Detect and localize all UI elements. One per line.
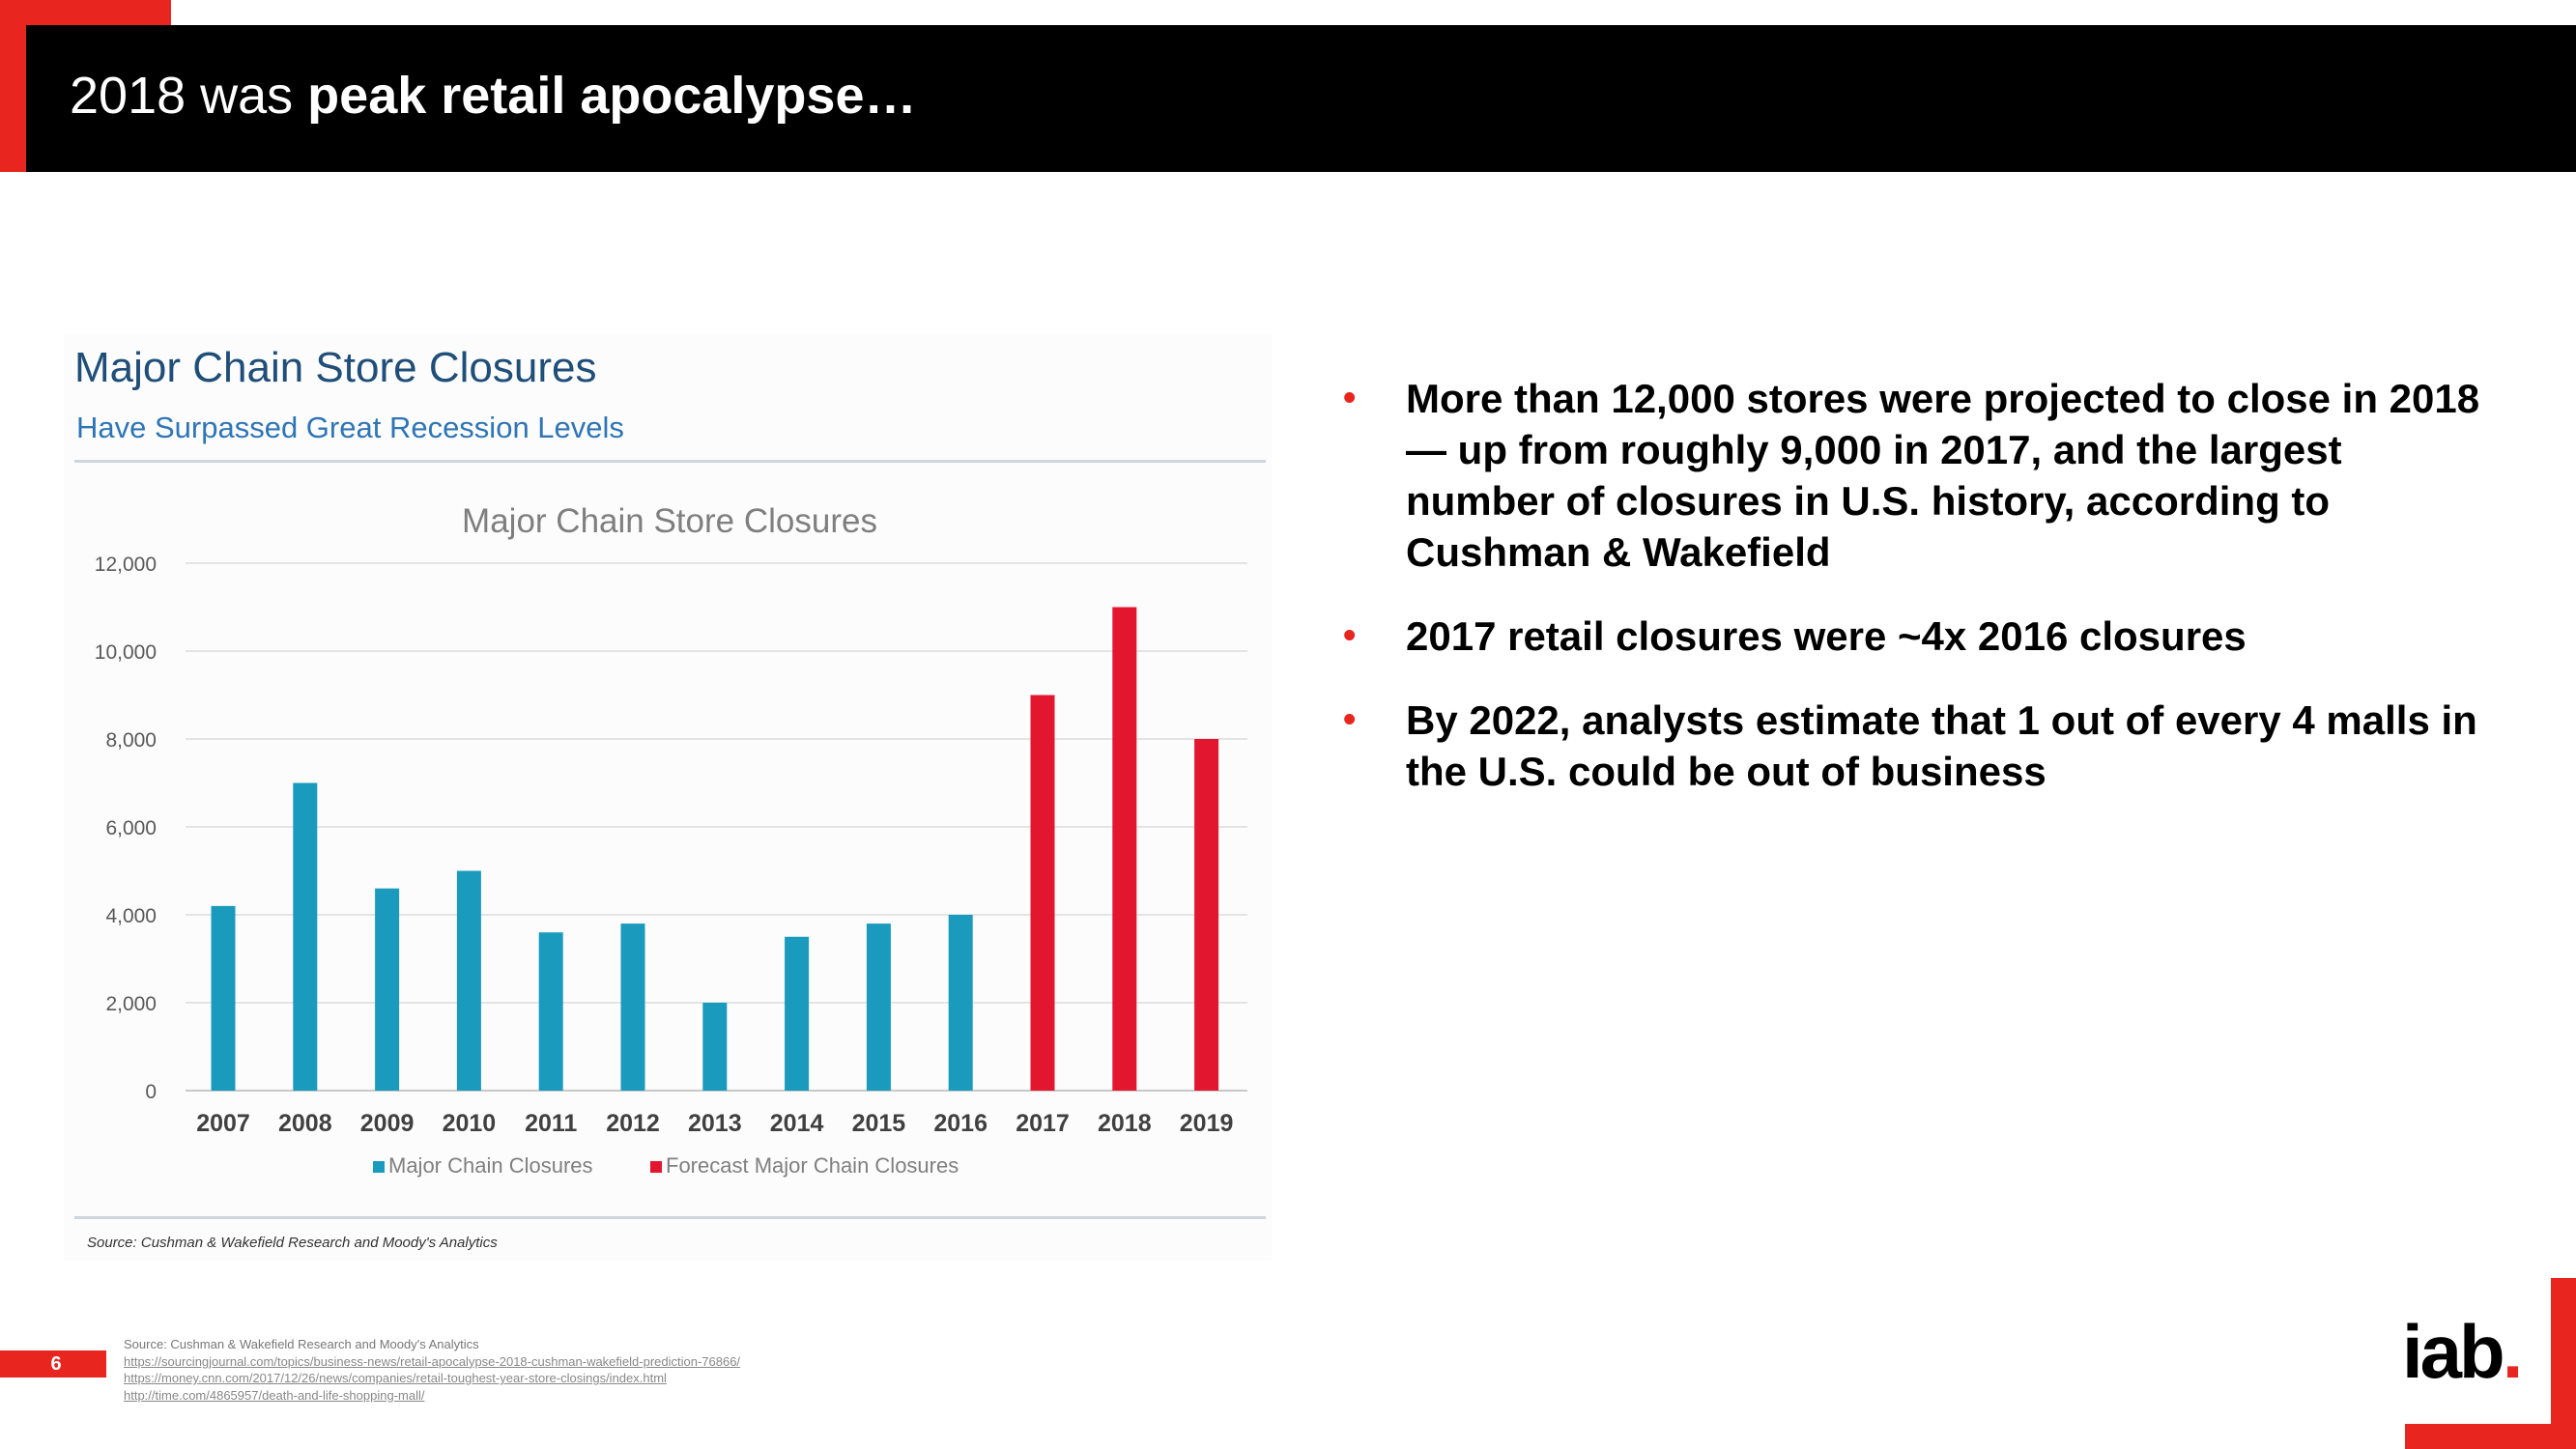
y-tick-label: 4,000 — [105, 905, 157, 927]
bar — [866, 923, 891, 1091]
bar — [785, 936, 810, 1091]
bullet-marker: • — [1343, 378, 1357, 418]
chart-divider-top — [74, 460, 1266, 463]
iab-logo: iab. — [2402, 1314, 2523, 1389]
bar — [620, 923, 645, 1091]
chart-labels: 0 2,000 4,000 6,000 8,000 10,000 12,000 2007 200… — [95, 554, 1234, 1137]
footer-source-label: Source: Cushman & Wakefield Research and… — [124, 1337, 479, 1351]
y-tick-label: 2,000 — [105, 993, 157, 1015]
page-number: 6 — [50, 1353, 62, 1375]
bar — [702, 1003, 728, 1091]
bar — [456, 870, 481, 1091]
legend-label: Forecast Major Chain Closures — [666, 1153, 959, 1178]
chart-panel — [64, 333, 1272, 1261]
bullet-item: • By 2022, analysts estimate that 1 out o… — [1343, 695, 2493, 797]
bar — [538, 932, 563, 1091]
y-tick-label: 6,000 — [105, 817, 157, 839]
x-tick-label: 2007 — [196, 1110, 250, 1137]
bullet-item: • More than 12,000 stores were projected … — [1343, 373, 2493, 578]
logo-dot: . — [2502, 1309, 2524, 1394]
x-tick-label: 2017 — [1016, 1110, 1070, 1137]
bar — [293, 782, 318, 1091]
x-tick-label: 2019 — [1180, 1110, 1234, 1137]
source-link[interactable]: https://money.cnn.com/2017/12/26/news/co… — [124, 1371, 667, 1385]
bar — [211, 905, 236, 1091]
bullet-marker: • — [1343, 699, 1357, 740]
title-accent-top — [0, 0, 171, 25]
slide-title-bold: peak retail apocalypse… — [307, 67, 917, 125]
y-tick-label: 0 — [145, 1081, 157, 1103]
source-link[interactable]: http://time.com/4865957/death-and-life-s… — [124, 1387, 425, 1403]
bar — [1112, 607, 1137, 1091]
x-tick-label: 2014 — [770, 1110, 824, 1137]
chart-divider-bottom — [74, 1216, 1266, 1219]
chart-title: Major Chain Store Closures — [462, 502, 877, 540]
legend-label: Major Chain Closures — [388, 1153, 593, 1178]
slide-title: 2018 was peak retail apocalypse… — [70, 67, 917, 125]
page-number-tab — [0, 1350, 106, 1378]
bullet-item: • 2017 retail closures were ~4x 2016 clos… — [1343, 611, 2493, 662]
y-tick-label: 10,000 — [95, 641, 157, 664]
x-tick-label: 2011 — [525, 1110, 577, 1137]
chart-source-note: Source: Cushman & Wakefield Research and… — [87, 1235, 498, 1251]
bullet-text: By 2022, analysts estimate that 1 out of… — [1406, 697, 2477, 794]
x-tick-label: 2018 — [1098, 1110, 1152, 1137]
legend-swatch — [650, 1161, 662, 1173]
bar-chart: Major Chain Store Closures 0 2,000 4,000 6,… — [95, 502, 1247, 1178]
bullet-text: More than 12,000 stores were projected t… — [1406, 376, 2480, 575]
x-tick-label: 2012 — [606, 1110, 660, 1137]
y-tick-label: 12,000 — [95, 554, 157, 576]
x-tick-label: 2008 — [278, 1110, 332, 1137]
title-bar — [26, 25, 2576, 172]
logo-text: iab — [2402, 1309, 2505, 1394]
chart-gridlines — [186, 562, 1247, 1092]
x-tick-label: 2013 — [688, 1110, 742, 1137]
chart-legend: Major Chain Closures Forecast Major Chain… — [373, 1153, 959, 1178]
x-tick-label: 2015 — [852, 1110, 906, 1137]
title-accent-left — [0, 0, 26, 172]
legend-swatch — [373, 1161, 385, 1173]
bullet-list: • More than 12,000 stores were projected … — [1343, 373, 2493, 830]
chart-panel-subheading: Have Surpassed Great Recession Levels — [76, 411, 624, 444]
bar — [1194, 739, 1219, 1091]
chart-panel-heading: Major Chain Store Closures — [74, 344, 597, 391]
footer-sources: Source: Cushman & Wakefield Research and… — [124, 1336, 740, 1404]
source-link[interactable]: https://sourcingjournal.com/topics/busin… — [124, 1353, 741, 1369]
chart-bars — [211, 607, 1219, 1091]
bar — [375, 888, 400, 1091]
logo-accent-vertical — [2551, 1278, 2576, 1449]
bar — [948, 915, 973, 1091]
y-tick-label: 8,000 — [105, 729, 157, 752]
bar — [1030, 695, 1055, 1091]
x-tick-label: 2010 — [443, 1110, 497, 1137]
x-tick-label: 2009 — [360, 1110, 415, 1137]
logo-accent-horizontal — [2405, 1424, 2576, 1449]
bullet-marker: • — [1343, 615, 1357, 656]
bullet-text: 2017 retail closures were ~4x 2016 closu… — [1406, 613, 2247, 659]
x-tick-label: 2016 — [933, 1110, 987, 1137]
slide-title-regular: 2018 was — [70, 67, 308, 125]
